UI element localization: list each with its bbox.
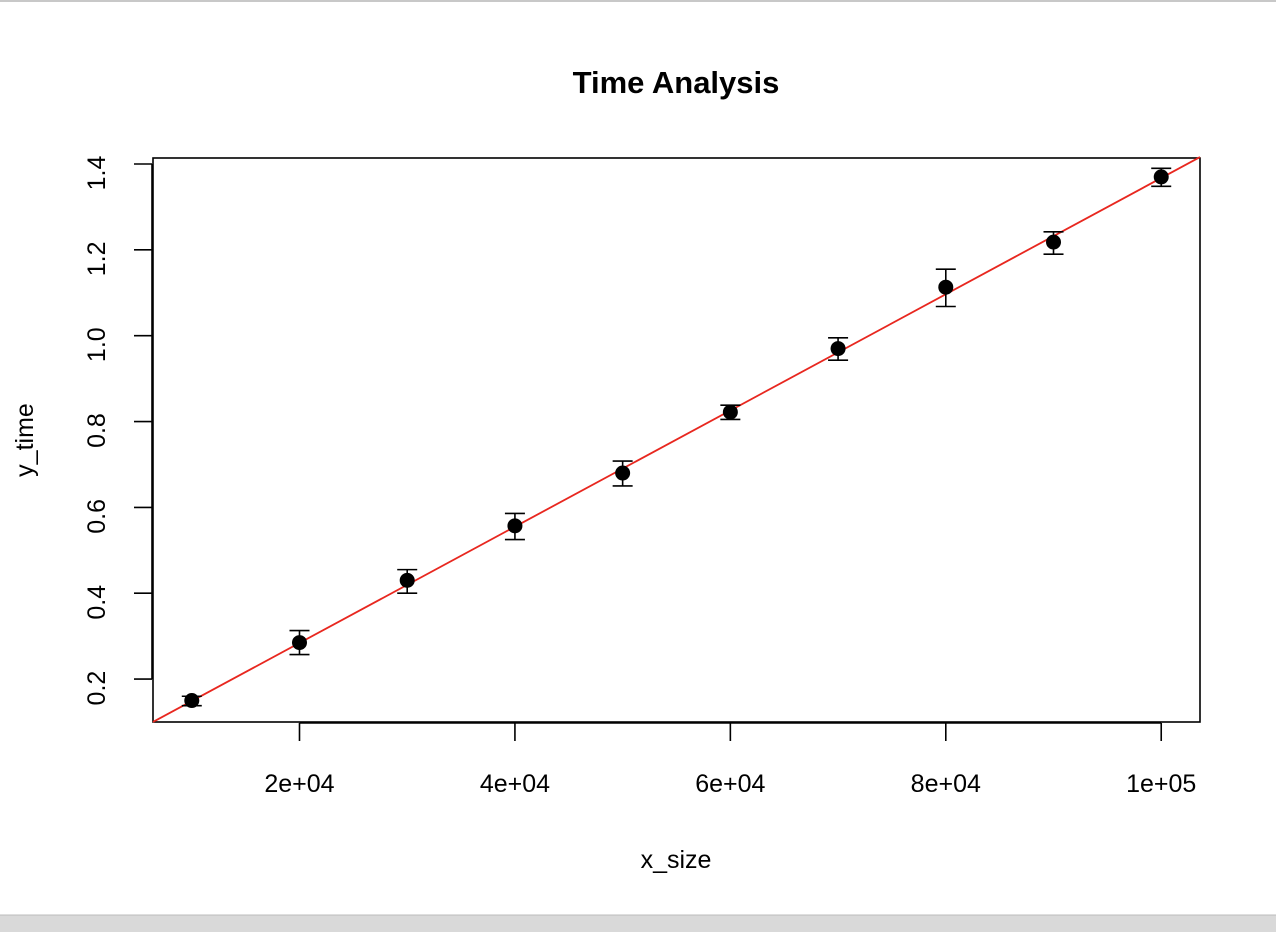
data-point-group	[397, 568, 418, 595]
x-axis: 2e+04 4e+04 6e+04 8e+04 1e+05	[264, 722, 1196, 798]
regression-line	[152, 156, 1201, 723]
x-tick-label: 1e+05	[1126, 770, 1196, 798]
data-point-group	[504, 512, 525, 541]
data-point-group	[828, 337, 849, 361]
data-point-group	[1043, 231, 1064, 255]
data-point-group	[181, 693, 202, 709]
data-point	[830, 341, 846, 357]
data-point-group	[289, 629, 310, 656]
y-tick-label: 1.4	[83, 156, 111, 191]
x-tick-label: 4e+04	[480, 770, 550, 798]
data-point	[722, 404, 738, 420]
data-point-group	[1151, 167, 1172, 188]
y-tick-label: 0.2	[83, 671, 111, 706]
data-point	[507, 518, 523, 534]
y-tick-label: 0.6	[83, 499, 111, 534]
x-axis-title: x_size	[641, 846, 712, 874]
window-bottom-bar	[0, 915, 1276, 932]
y-tick-label: 0.8	[83, 413, 111, 448]
x-tick-label: 8e+04	[911, 770, 981, 798]
y-axis: 0.2 0.4 0.6 0.8 1.0 1.2 1.4	[83, 156, 153, 706]
data-point-group	[612, 460, 633, 487]
data-point	[1153, 169, 1169, 185]
x-tick-label: 6e+04	[695, 770, 765, 798]
data-point	[399, 572, 415, 588]
y-tick-label: 0.4	[83, 585, 111, 620]
y-tick-label: 1.0	[83, 327, 111, 362]
plot-area-border	[152, 157, 1201, 723]
data-point	[1046, 234, 1062, 250]
y-axis-title: y_time	[11, 403, 39, 477]
data-point	[938, 279, 954, 295]
x-tick-label: 2e+04	[264, 770, 334, 798]
data-point-group	[720, 404, 741, 421]
data-point-group	[935, 268, 956, 308]
fit-line-layer	[152, 156, 1201, 723]
points-layer	[181, 167, 1172, 709]
data-point	[291, 635, 307, 651]
data-point	[184, 693, 200, 709]
chart-title: Time Analysis	[573, 65, 780, 100]
y-tick-label: 1.2	[83, 241, 111, 276]
data-point	[615, 465, 631, 481]
